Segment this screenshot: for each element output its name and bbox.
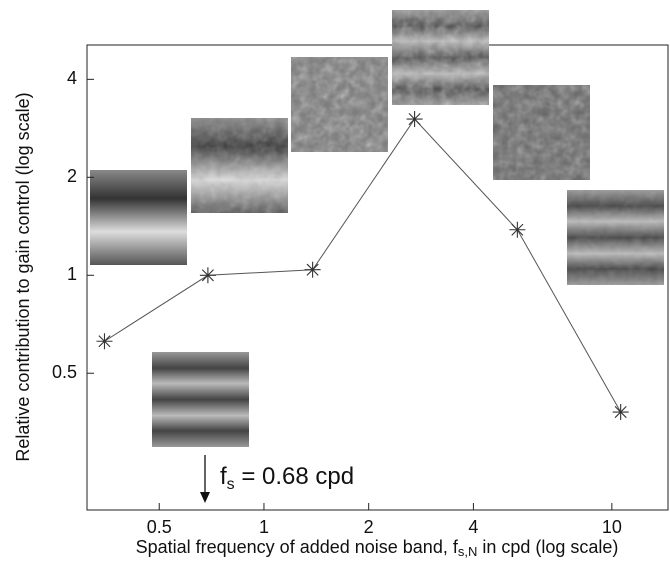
chart: fs = 0.68 cpd Spatial frequency of added… [0, 0, 670, 563]
x-tick-label: 4 [468, 517, 478, 537]
x-axis-label: Spatial frequency of added noise band, f… [136, 537, 619, 560]
y-tick-label: 4 [67, 68, 77, 88]
asterisk-marker [613, 404, 629, 420]
annotation: fs = 0.68 cpd [220, 463, 354, 493]
noise-patches [90, 10, 664, 447]
x-tick-label: 0.5 [147, 517, 172, 537]
asterisk-marker [407, 111, 423, 127]
asterisk-marker [96, 333, 112, 349]
asterisk-marker [509, 222, 525, 238]
x-tick-label: 10 [602, 517, 622, 537]
y-axis-label: Relative contribution to gain control (l… [13, 92, 33, 461]
y-tick-label: 2 [67, 166, 77, 186]
x-label-sub: s,N [458, 544, 478, 559]
x-label-main: Spatial frequency of added noise band, f [136, 537, 459, 557]
x-label-rest: in cpd (log scale) [477, 537, 618, 557]
asterisk-marker [200, 267, 216, 283]
x-tick-label: 1 [259, 517, 269, 537]
arrow-head [200, 492, 210, 503]
y-tick-label: 1 [67, 264, 77, 284]
y-tick-label: 0.5 [52, 362, 77, 382]
annotation-sub: s [227, 476, 235, 493]
asterisk-marker [305, 262, 321, 278]
annotation-rest: = 0.68 cpd [235, 463, 354, 490]
x-tick-label: 2 [364, 517, 374, 537]
